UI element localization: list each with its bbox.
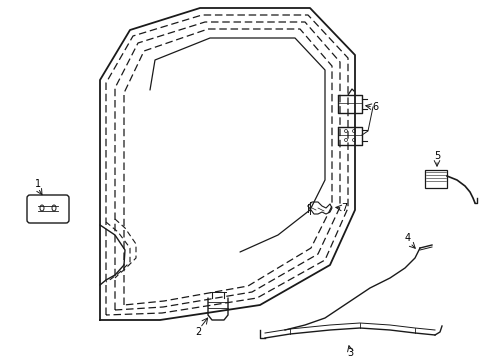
Text: 7: 7 (340, 203, 346, 213)
FancyBboxPatch shape (424, 170, 446, 188)
Ellipse shape (52, 205, 56, 211)
Ellipse shape (40, 205, 44, 211)
Text: 2: 2 (195, 327, 201, 337)
Text: 4: 4 (404, 233, 410, 243)
Text: 5: 5 (433, 151, 439, 161)
Text: 1: 1 (35, 179, 41, 189)
Text: 6: 6 (371, 102, 377, 112)
Text: 3: 3 (346, 348, 352, 358)
FancyBboxPatch shape (27, 195, 69, 223)
